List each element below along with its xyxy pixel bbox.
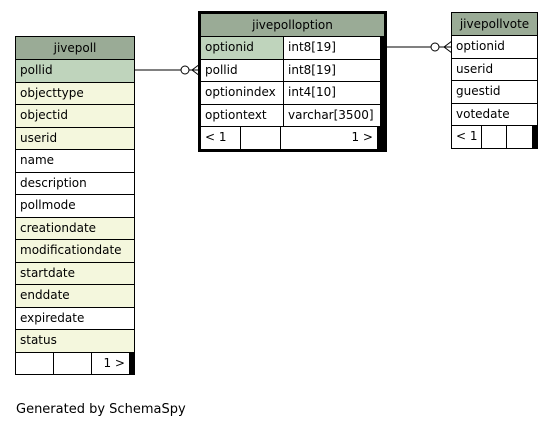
column-row-userid[interactable]: userid	[16, 127, 134, 150]
column-row-objectid[interactable]: objectid	[16, 105, 134, 128]
column-name: creationdate	[16, 217, 134, 239]
footer-cell	[481, 126, 506, 148]
column-name: objecttype	[16, 82, 134, 104]
column-name: startdate	[16, 262, 134, 284]
column-row-expiredate[interactable]: expiredate	[16, 307, 134, 330]
table-jivepolloption[interactable]: jivepolloption optionid int8[19] pollid int…	[198, 11, 387, 152]
column-name: expiredate	[16, 307, 134, 329]
column-row-creationdate[interactable]: creationdate	[16, 217, 134, 240]
column-name: userid	[452, 58, 537, 80]
column-row-guestid[interactable]: guestid	[452, 81, 537, 104]
column-row-userid[interactable]: userid	[452, 58, 537, 81]
column-row-pollid[interactable]: pollid int8[19]	[201, 59, 384, 82]
column-row-enddate[interactable]: enddate	[16, 285, 134, 308]
table-footer: 1 >	[16, 352, 134, 374]
column-name: objectid	[16, 105, 134, 127]
column-name: pollid	[16, 60, 134, 82]
link-option-vote-crowfoot-b	[443, 46, 453, 54]
column-name: votedate	[452, 103, 537, 125]
column-name: modificationdate	[16, 240, 134, 262]
column-name: name	[16, 150, 134, 172]
column-row-name[interactable]: name	[16, 150, 134, 173]
footer-cell	[240, 127, 280, 149]
column-row-optionid[interactable]: optionid int8[19]	[201, 37, 384, 60]
link-poll-option-zero	[180, 65, 190, 75]
column-row-status[interactable]: status	[16, 330, 134, 353]
footer-cell: 1 >	[280, 127, 377, 149]
column-row-modificationdate[interactable]: modificationdate	[16, 240, 134, 263]
column-name: enddate	[16, 285, 134, 307]
column-row-description[interactable]: description	[16, 172, 134, 195]
table-jivepoll[interactable]: jivepoll pollid objecttype objectid userid n…	[15, 36, 135, 375]
column-name: pollmode	[16, 195, 134, 217]
column-type: int4[10]	[283, 82, 380, 104]
column-name: guestid	[452, 81, 537, 103]
column-name: description	[16, 172, 134, 194]
column-name: userid	[16, 127, 134, 149]
footer-cell	[506, 126, 532, 148]
column-name: status	[16, 330, 134, 352]
column-row-pollmode[interactable]: pollmode	[16, 195, 134, 218]
generated-by-caption: Generated by SchemaSpy	[16, 402, 186, 417]
column-row-votedate[interactable]: votedate	[452, 103, 537, 126]
link-option-vote-crowfoot-a	[443, 40, 453, 48]
column-name: optionindex	[201, 82, 283, 104]
column-row-objecttype[interactable]: objecttype	[16, 82, 134, 105]
column-name: optionid	[452, 36, 537, 58]
column-row-optionid[interactable]: optionid	[452, 36, 537, 59]
footer-cell: < 1	[452, 126, 481, 148]
column-name: pollid	[201, 59, 283, 81]
table-title: jivepoll	[16, 37, 134, 60]
footer-cell	[53, 352, 91, 374]
column-name: optiontext	[201, 104, 283, 126]
footer-cell	[16, 352, 53, 374]
table-footer: < 1	[452, 126, 537, 148]
column-row-pollid[interactable]: pollid	[16, 60, 134, 83]
footer-cell: 1 >	[91, 352, 129, 374]
column-type: varchar[3500]	[283, 104, 380, 126]
column-type: int8[19]	[283, 59, 380, 81]
column-name: optionid	[201, 37, 283, 59]
table-jivepollvote[interactable]: jivepollvote optionid userid guestid voteda…	[451, 12, 538, 149]
table-footer: < 1 1 >	[201, 127, 384, 149]
column-row-startdate[interactable]: startdate	[16, 262, 134, 285]
link-option-vote-zero	[430, 42, 440, 52]
footer-cell: < 1	[201, 127, 240, 149]
column-type: int8[19]	[283, 37, 380, 59]
column-row-optionindex[interactable]: optionindex int4[10]	[201, 82, 384, 105]
table-title: jivepolloption	[201, 14, 384, 37]
table-title: jivepollvote	[452, 13, 537, 36]
column-row-optiontext[interactable]: optiontext varchar[3500]	[201, 104, 384, 127]
